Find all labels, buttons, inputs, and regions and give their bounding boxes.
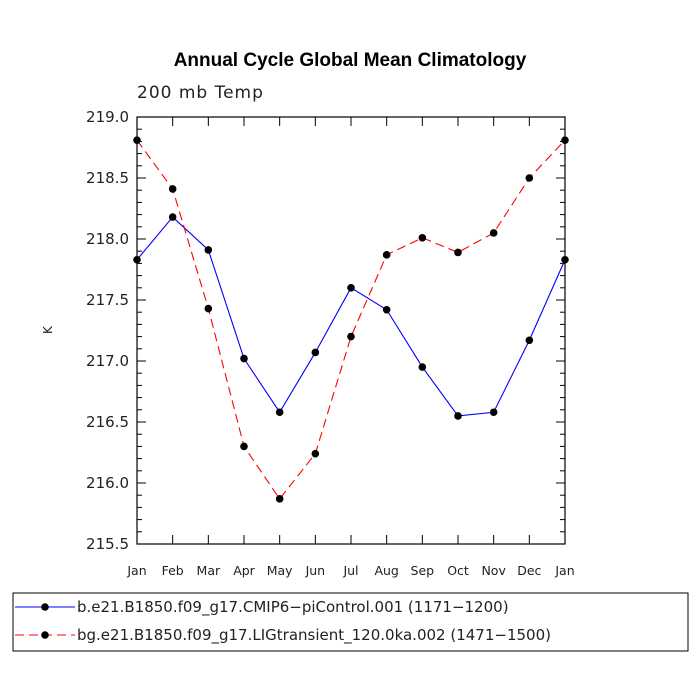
series-line (136, 139, 566, 500)
y-tick-label: 216.5 (86, 413, 129, 431)
data-point (418, 363, 427, 371)
series-line (136, 216, 566, 417)
legend-label: bg.e21.B1850.f09_g17.LIGtransient_120.0k… (77, 626, 551, 645)
series-1 (133, 213, 569, 420)
data-point (240, 354, 248, 363)
x-tick-label: Oct (447, 563, 469, 578)
data-point (168, 213, 177, 221)
x-tick-label: May (267, 563, 293, 578)
legend-box (12, 592, 689, 652)
data-point (561, 136, 569, 144)
data-point (382, 305, 391, 314)
y-tick-label: 217.5 (86, 291, 129, 309)
y-tick-label: 218.5 (86, 169, 129, 187)
legend-item-2: bg.e21.B1850.f09_g17.LIGtransient_120.0k… (15, 626, 551, 645)
data-point (311, 449, 320, 458)
data-point (133, 255, 141, 264)
data-point (204, 304, 213, 313)
y-tick-label: 219.0 (86, 108, 129, 126)
chart-title: Annual Cycle Global Mean Climatology (174, 50, 527, 71)
legend: b.e21.B1850.f09_g17.CMIP6−piControl.001 … (12, 592, 689, 652)
data-point (311, 348, 320, 357)
data-point (240, 442, 248, 451)
legend-item-1: b.e21.B1850.f09_g17.CMIP6−piControl.001 … (15, 598, 509, 617)
axes: 215.5 216.0 216.5 217.0 217.5 218.0 218.5 219.0… (86, 108, 575, 578)
legend-marker (41, 631, 49, 639)
data-point (133, 136, 141, 144)
y-tick-label: 218.0 (86, 230, 129, 248)
data-point (525, 174, 534, 182)
x-tick-label: Jan (554, 563, 574, 578)
y-tick-label: 215.5 (86, 535, 129, 553)
series-2 (133, 136, 569, 503)
data-point (347, 284, 355, 292)
data-point (525, 336, 534, 345)
data-point (418, 233, 427, 242)
x-tick-label: Feb (162, 563, 184, 578)
plot-frame (136, 116, 566, 545)
data-point (454, 412, 462, 420)
x-tick-label: Jun (305, 563, 326, 578)
legend-marker (41, 603, 49, 611)
series-layer (133, 136, 569, 503)
x-tick-label: Apr (233, 563, 255, 578)
y-axis-label: K (41, 325, 55, 334)
x-tick-label: Dec (517, 563, 541, 578)
legend-label: b.e21.B1850.f09_g17.CMIP6−piControl.001 … (77, 598, 509, 617)
data-point (275, 408, 284, 417)
data-point (561, 255, 569, 264)
data-point (168, 185, 177, 193)
x-tick-label: Jan (126, 563, 146, 578)
data-point (347, 332, 355, 341)
x-tick-label: Nov (481, 563, 506, 578)
data-point (204, 246, 213, 254)
data-point (275, 495, 284, 503)
data-point (489, 229, 498, 237)
data-point (454, 248, 462, 257)
data-point (489, 408, 498, 417)
data-point (382, 251, 391, 259)
x-tick-label: Jul (342, 563, 358, 578)
x-tick-label: Sep (411, 563, 435, 578)
chart-subtitle: 200 mb Temp (137, 83, 264, 103)
x-tick-label: Aug (374, 563, 398, 578)
y-tick-label: 216.0 (86, 474, 129, 492)
y-tick-label: 217.0 (86, 352, 129, 370)
x-tick-label: Mar (197, 563, 221, 578)
